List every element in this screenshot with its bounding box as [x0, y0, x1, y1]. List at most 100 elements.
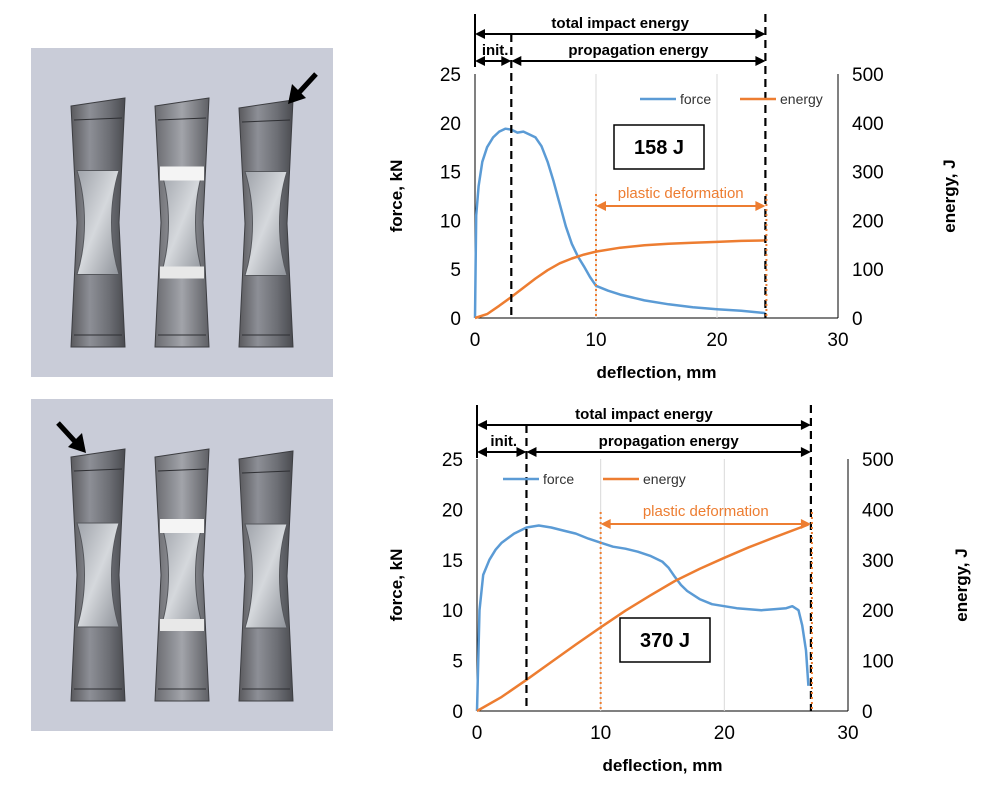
y-right-tick-label: 400 [852, 114, 884, 135]
y-left-tick-label: 10 [440, 211, 461, 232]
y-right-tick-label: 0 [852, 309, 863, 330]
x-tick-label: 10 [590, 723, 611, 744]
y-left-tick-label: 25 [442, 450, 463, 471]
propagation-arrow-head-left [526, 447, 537, 457]
legend: force energy [503, 471, 686, 487]
plastic-deformation-arrow [600, 519, 811, 529]
series-line-force [473, 127, 766, 319]
plastic-deformation-arrow [596, 201, 766, 211]
propagation-arrow-head-right [755, 56, 766, 66]
y-left-tick-label: 10 [442, 601, 463, 622]
specimen-mark-line [73, 117, 123, 121]
y-left-tick-label: 15 [442, 551, 463, 572]
legend-label-energy: energy [780, 91, 823, 107]
specimen-mark-line [241, 470, 291, 474]
y-right-tick-label: 200 [862, 601, 894, 622]
plastic-deformation-label: plastic deformation [618, 185, 744, 202]
legend-label-force: force [543, 471, 574, 487]
specimen-photo-top [31, 48, 333, 377]
total-energy-label: total impact energy [551, 15, 689, 32]
x-tick-label: 30 [827, 330, 848, 351]
propagation-arrow-head-left [511, 56, 522, 66]
total-energy-label: total impact energy [575, 406, 713, 423]
specimen-bar [154, 448, 210, 702]
fracture-surface [76, 170, 120, 275]
chart-bottom: 0 10 20 3005101520250100200300400500deflect… [387, 405, 971, 775]
specimen-bar [70, 97, 126, 348]
y-right-tick-label: 200 [852, 211, 884, 232]
legend-label-force: force [680, 91, 711, 107]
bright-edge [160, 519, 204, 533]
plastic-deformation-arrow-head-left [600, 519, 611, 529]
y-right-tick-label: 400 [862, 500, 894, 521]
x-tick-label: 20 [714, 723, 735, 744]
bright-edge [160, 266, 204, 279]
x-axis-label: deflection, mm [597, 363, 717, 382]
energy-box [613, 124, 705, 170]
y-left-tick-label: 25 [440, 65, 461, 86]
init-arrow [475, 56, 512, 66]
total-energy-arrow [475, 29, 766, 39]
x-tick-label: 30 [837, 723, 858, 744]
plastic-deformation-arrow-head-right [800, 519, 811, 529]
y-left-tick-label: 0 [450, 309, 461, 330]
energy-box [619, 617, 711, 663]
propagation-arrow [526, 447, 811, 457]
specimen-mark-line [73, 468, 123, 472]
init-arrow [477, 447, 527, 457]
y-right-tick-label: 100 [852, 260, 884, 281]
y-right-tick-label: 500 [862, 450, 894, 471]
x-tick-label: 10 [585, 330, 606, 351]
specimen-bar [70, 448, 126, 702]
init-label: init. [490, 433, 517, 450]
y-left-tick-label: 20 [440, 114, 461, 135]
series-line-energy [474, 239, 766, 320]
specimen-photo-bottom [31, 399, 333, 731]
y-right-tick-label: 300 [862, 551, 894, 572]
arrow-icon-head [68, 433, 86, 453]
total-energy-arrow [477, 420, 811, 430]
x-axis-label: deflection, mm [603, 756, 723, 775]
y-left-tick-label: 15 [440, 163, 461, 184]
total-energy-arrow-head-left [475, 29, 485, 39]
y-left-axis-label: force, kN [387, 549, 406, 622]
y-left-tick-label: 20 [442, 500, 463, 521]
propagation-label: propagation energy [599, 433, 740, 450]
total-energy-arrow-head-right [800, 420, 811, 430]
specimen-mark-line [241, 119, 291, 123]
energy-value-label: 370 J [640, 630, 690, 652]
bright-edge [160, 166, 204, 181]
legend-label-energy: energy [643, 471, 686, 487]
fracture-surface [244, 171, 288, 276]
init-arrow-head-right [516, 447, 527, 457]
y-left-tick-label: 5 [452, 652, 463, 673]
x-tick-label: 0 [470, 330, 481, 351]
propagation-label: propagation energy [568, 42, 709, 59]
y-left-tick-label: 0 [452, 702, 463, 723]
total-energy-arrow-head-right [755, 29, 766, 39]
x-tick-label: 0 [472, 723, 483, 744]
y-right-tick-label: 100 [862, 652, 894, 673]
y-right-tick-label: 0 [862, 702, 873, 723]
series-line-energy [476, 523, 809, 713]
propagation-arrow-head-right [800, 447, 811, 457]
init-arrow-head-left [475, 56, 485, 66]
fracture-surface [76, 522, 120, 628]
y-right-tick-label: 500 [852, 65, 884, 86]
init-arrow-head-left [477, 447, 487, 457]
arrow-icon-head [288, 84, 306, 104]
specimen-mark-line [157, 117, 207, 121]
y-right-tick-label: 300 [852, 163, 884, 184]
chart-top: 0 10 20 3005101520250100200300400500deflect… [387, 14, 959, 382]
specimen-bar [154, 97, 210, 348]
fracture-surface [244, 523, 288, 629]
init-arrow-head-right [501, 56, 512, 66]
total-energy-arrow-head-left [477, 420, 487, 430]
init-label: init. [482, 42, 509, 59]
energy-value-label: 158 J [634, 137, 684, 159]
bright-edge [160, 619, 204, 631]
legend: force energy [640, 91, 823, 107]
plastic-deformation-arrow-head-right [755, 201, 766, 211]
y-left-axis-label: force, kN [387, 160, 406, 233]
